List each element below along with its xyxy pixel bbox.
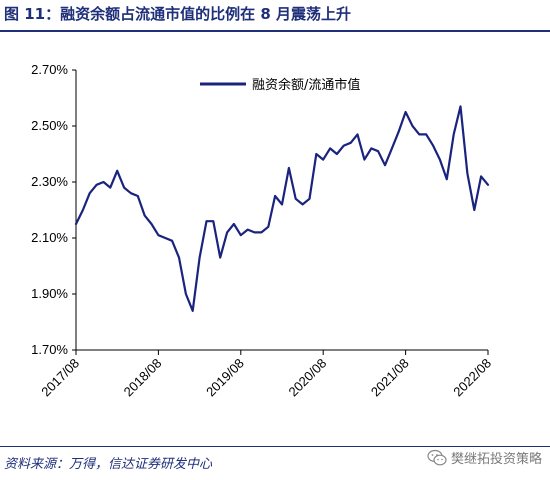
- y-tick-label: 2.10%: [31, 230, 68, 245]
- y-tick-label: 2.70%: [31, 62, 68, 77]
- y-tick-label: 1.90%: [31, 286, 68, 301]
- x-tick-label: 2017/08: [38, 356, 82, 400]
- legend-label: 融资余额/流通市值: [252, 77, 360, 93]
- source-note: 资料来源：万得，信达证券研发中心: [4, 457, 213, 472]
- y-tick-label: 1.70%: [31, 342, 68, 357]
- line-chart: 2.70% 2.50% 2.30% 2.10% 1.90% 1.70% 2017/08 20…: [31, 62, 494, 400]
- series-line: [74, 105, 490, 312]
- footer-divider: [0, 446, 550, 447]
- x-tick-label: 2018/08: [121, 356, 165, 400]
- watermark: 樊继拓投资策略: [427, 448, 542, 467]
- y-tick-label: 2.50%: [31, 118, 68, 133]
- x-tick-label: 2020/08: [285, 356, 329, 400]
- title-divider: [0, 30, 550, 32]
- y-tick-label: 2.30%: [31, 174, 68, 189]
- figure-title: 图 11：融资余额占流通市值的比例在 8 月震荡上升: [4, 5, 351, 23]
- watermark-label: 樊继拓投资策略: [450, 452, 542, 467]
- wechat-icon: [427, 449, 447, 465]
- x-tick-label: 2022/08: [450, 356, 494, 400]
- x-tick-label: 2021/08: [368, 356, 412, 400]
- x-tick-label: 2019/08: [203, 356, 247, 400]
